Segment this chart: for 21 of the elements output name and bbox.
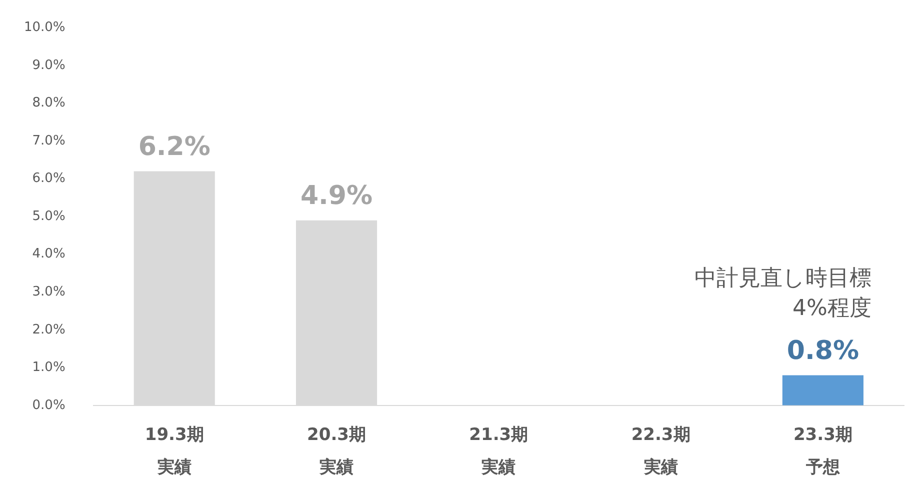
- y-tick-label: 1.0%: [32, 360, 66, 376]
- x-tick-label: 22.3期実績: [631, 424, 690, 478]
- x-tick-label: 20.3期実績: [307, 424, 366, 478]
- y-tick-label: 3.0%: [32, 284, 66, 300]
- y-tick-label: 8.0%: [32, 96, 66, 111]
- y-tick-label: 4.0%: [32, 246, 66, 262]
- y-tick-label: 6.0%: [32, 171, 66, 186]
- annotation: 中計見直し時目標 4%程度: [694, 266, 872, 321]
- data-label: 0.8%: [786, 336, 859, 366]
- y-tick-label: 2.0%: [32, 322, 66, 338]
- y-tick-label: 9.0%: [32, 58, 66, 73]
- data-label: 4.9%: [300, 181, 373, 212]
- y-tick-label: 7.0%: [32, 133, 66, 148]
- data-label: 6.2%: [138, 132, 210, 162]
- x-tick-label: 19.3期実績: [144, 424, 204, 478]
- x-tick-label: 23.3期予想: [793, 424, 852, 478]
- y-tick-label: 10.0%: [24, 20, 66, 36]
- x-tick-label: 21.3期実績: [469, 424, 528, 478]
- bar: [782, 375, 864, 406]
- y-tick-label: 0.0%: [32, 398, 66, 413]
- y-tick-label: 5.0%: [32, 208, 66, 224]
